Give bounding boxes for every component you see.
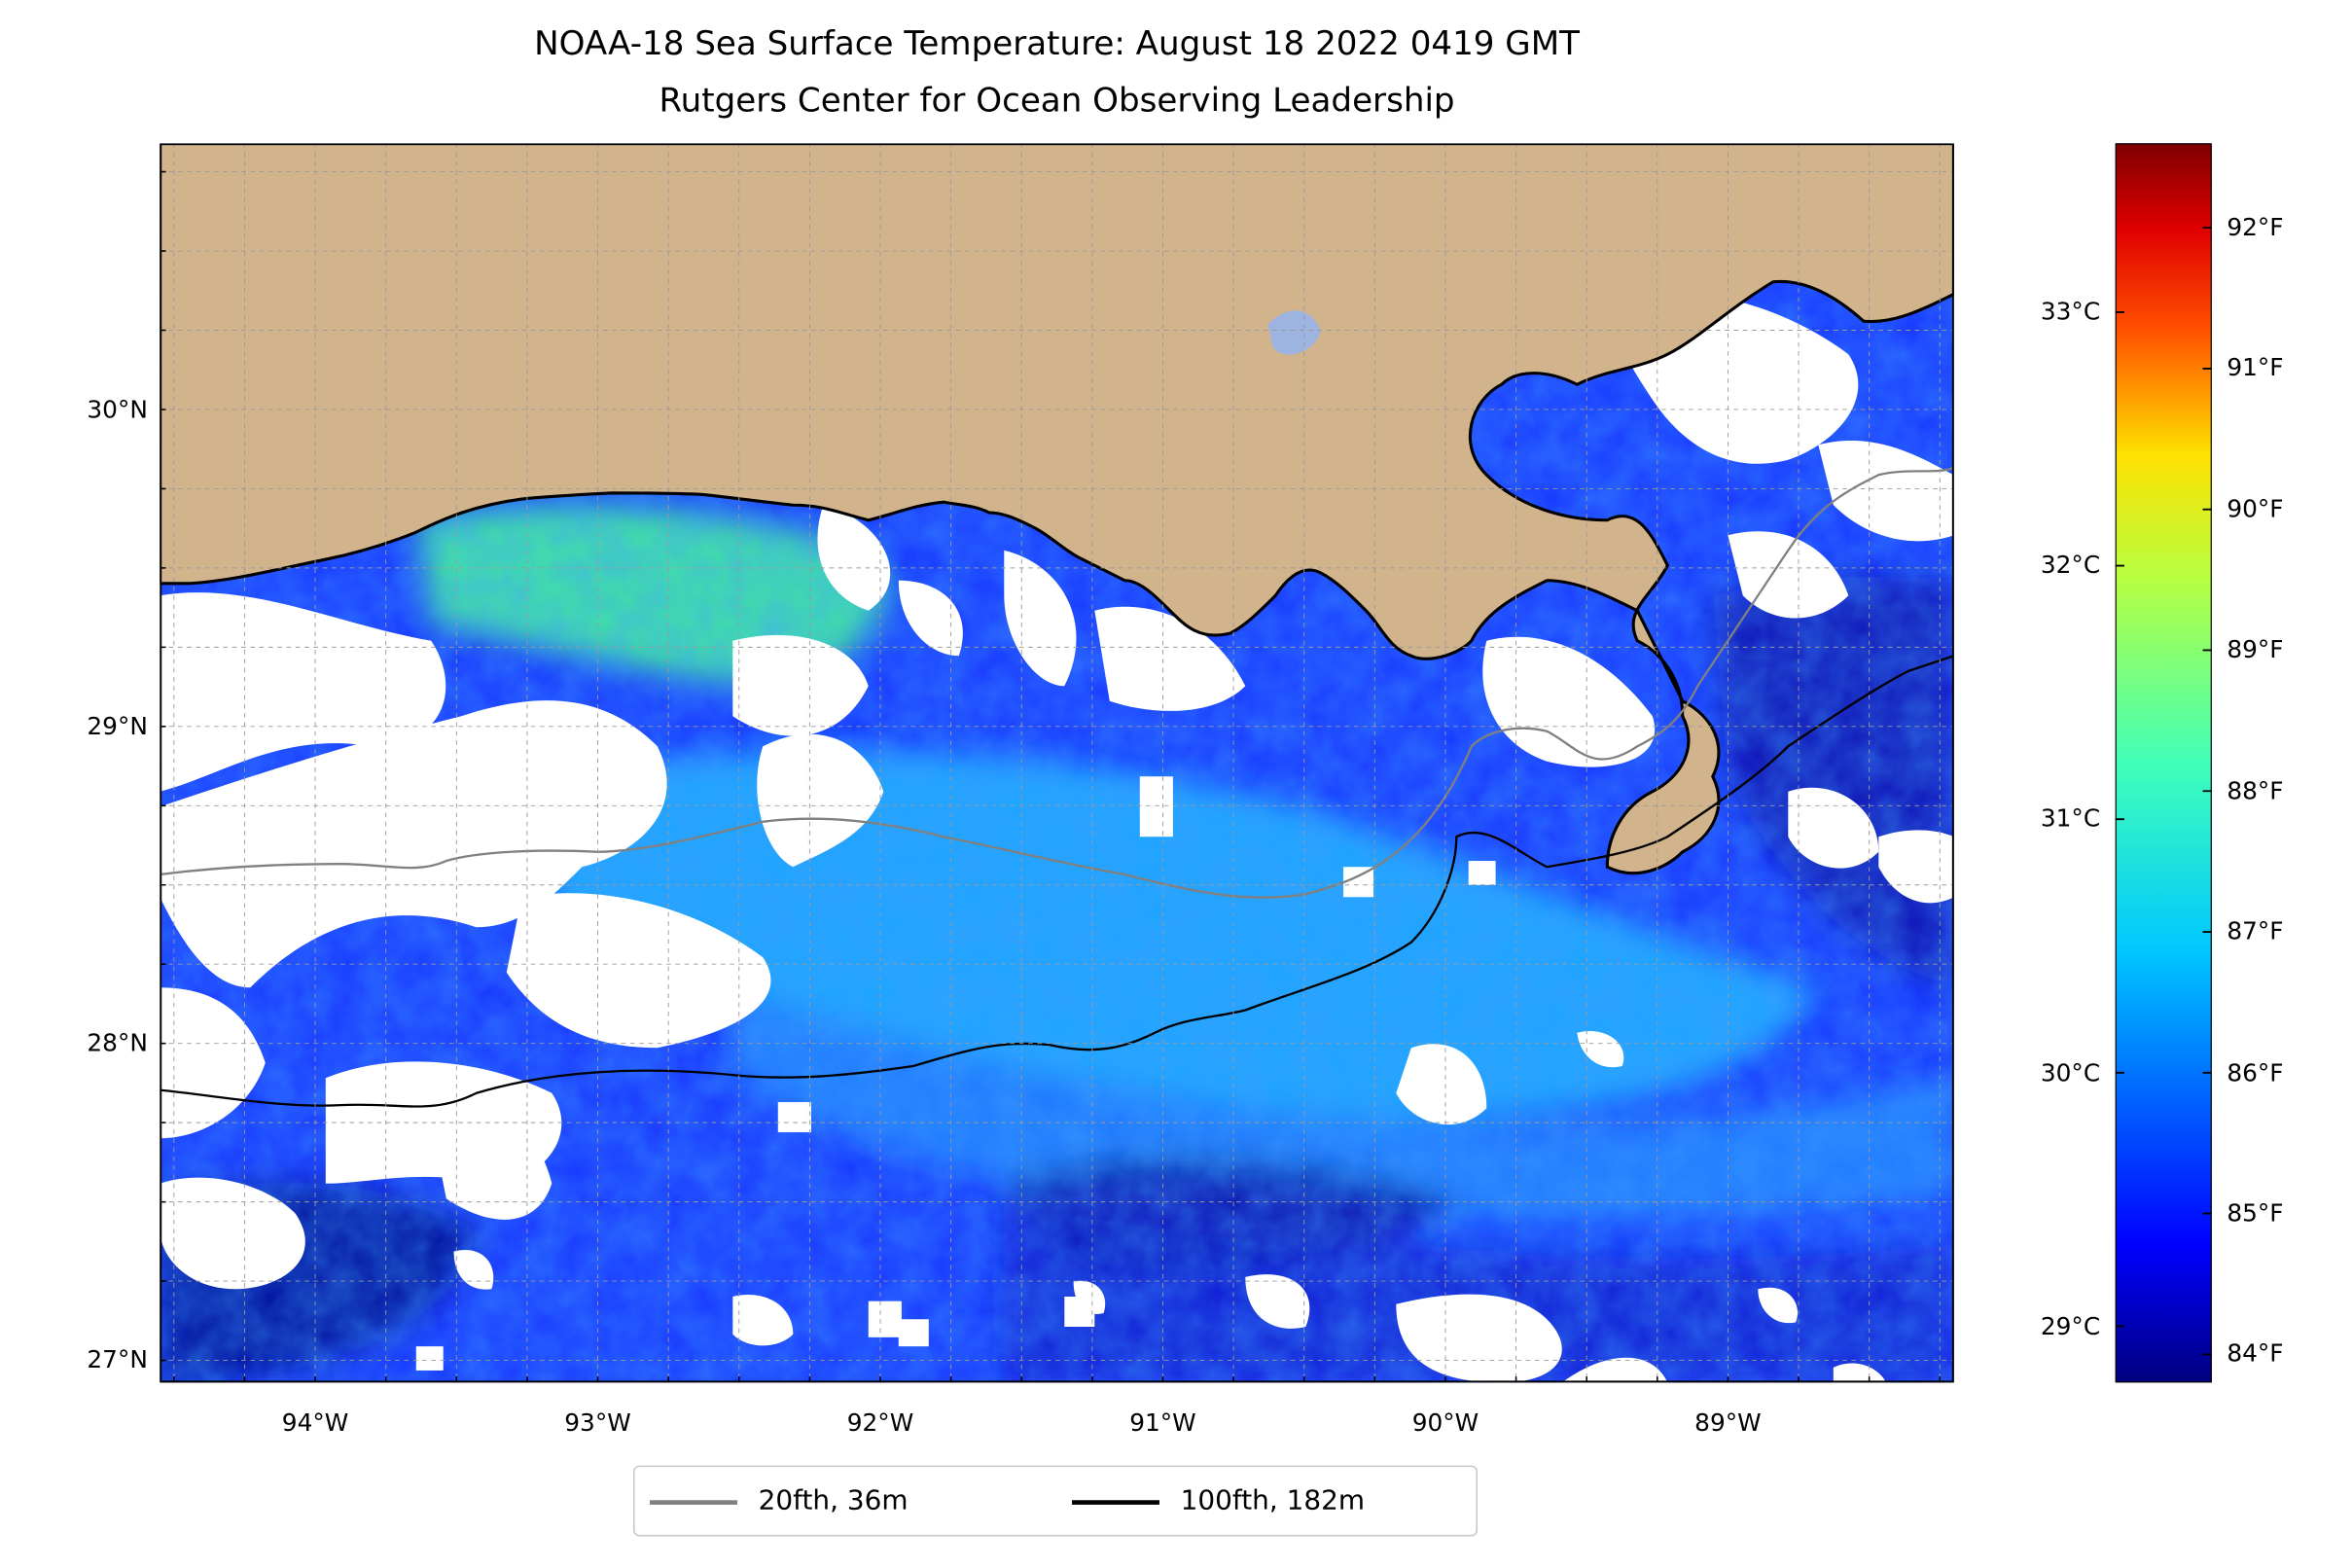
fahrenheit-tick-label: 87°F	[2227, 916, 2284, 945]
latitude-tick-label: 28°N	[87, 1028, 148, 1057]
latitude-tick-label: 27°N	[87, 1345, 148, 1374]
longitude-tick-label: 91°W	[1129, 1408, 1196, 1438]
fahrenheit-tick-label: 85°F	[2227, 1198, 2284, 1228]
temperature-colorbar	[2115, 143, 2212, 1383]
isobath-100fth-line	[160, 655, 1954, 1108]
longitude-tick-label: 89°W	[1694, 1408, 1762, 1438]
isobath-20fth-line	[160, 466, 1954, 899]
legend-item-100fth: 100fth, 182m	[1072, 1485, 1365, 1518]
celsius-tick-label: 29°C	[2040, 1310, 2101, 1340]
celsius-tick-label: 33°C	[2040, 297, 2101, 326]
fahrenheit-tick-label: 86°F	[2227, 1057, 2284, 1087]
sst-map	[160, 143, 1954, 1383]
lake	[1267, 310, 1321, 355]
land-area	[160, 143, 1954, 875]
map-border	[160, 143, 1954, 1383]
legend-item-20fth: 20fth, 36m	[650, 1484, 909, 1518]
colorbar-ticks	[2115, 227, 2212, 1356]
fahrenheit-tick-label: 90°F	[2227, 494, 2284, 523]
latitude-tick-label: 30°N	[87, 394, 148, 423]
longitude-tick-label: 92°W	[846, 1408, 914, 1438]
longitude-tick-label: 94°W	[281, 1408, 349, 1438]
map-canvas	[160, 143, 1954, 1383]
legend-swatch-20fth	[650, 1499, 737, 1505]
no-data-areas	[160, 290, 1954, 1383]
celsius-tick-label: 30°C	[2040, 1057, 2101, 1087]
celsius-tick-label: 32°C	[2040, 551, 2101, 580]
latitude-tick-label: 29°N	[87, 711, 148, 740]
fahrenheit-tick-label: 92°F	[2227, 212, 2284, 242]
fahrenheit-tick-label: 91°F	[2227, 353, 2284, 382]
colorbar-gradient	[2115, 143, 2212, 1383]
fahrenheit-tick-label: 88°F	[2227, 775, 2284, 805]
celsius-tick-label: 31°C	[2040, 803, 2101, 834]
isobath-legend: 20fth, 36m 100fth, 182m	[633, 1465, 1478, 1537]
figure-subtitle: Rutgers Center for Ocean Observing Leade…	[659, 83, 1455, 121]
fahrenheit-tick-label: 84°F	[2227, 1338, 2284, 1369]
longitude-tick-label: 93°W	[564, 1408, 631, 1438]
legend-label-20fth: 20fth, 36m	[758, 1484, 909, 1517]
legend-swatch-100fth	[1072, 1499, 1159, 1505]
figure-title: NOAA-18 Sea Surface Temperature: August …	[534, 25, 1580, 64]
longitude-tick-label: 90°W	[1411, 1408, 1479, 1438]
legend-label-100fth: 100fth, 182m	[1180, 1484, 1366, 1517]
fahrenheit-tick-label: 89°F	[2227, 634, 2284, 664]
